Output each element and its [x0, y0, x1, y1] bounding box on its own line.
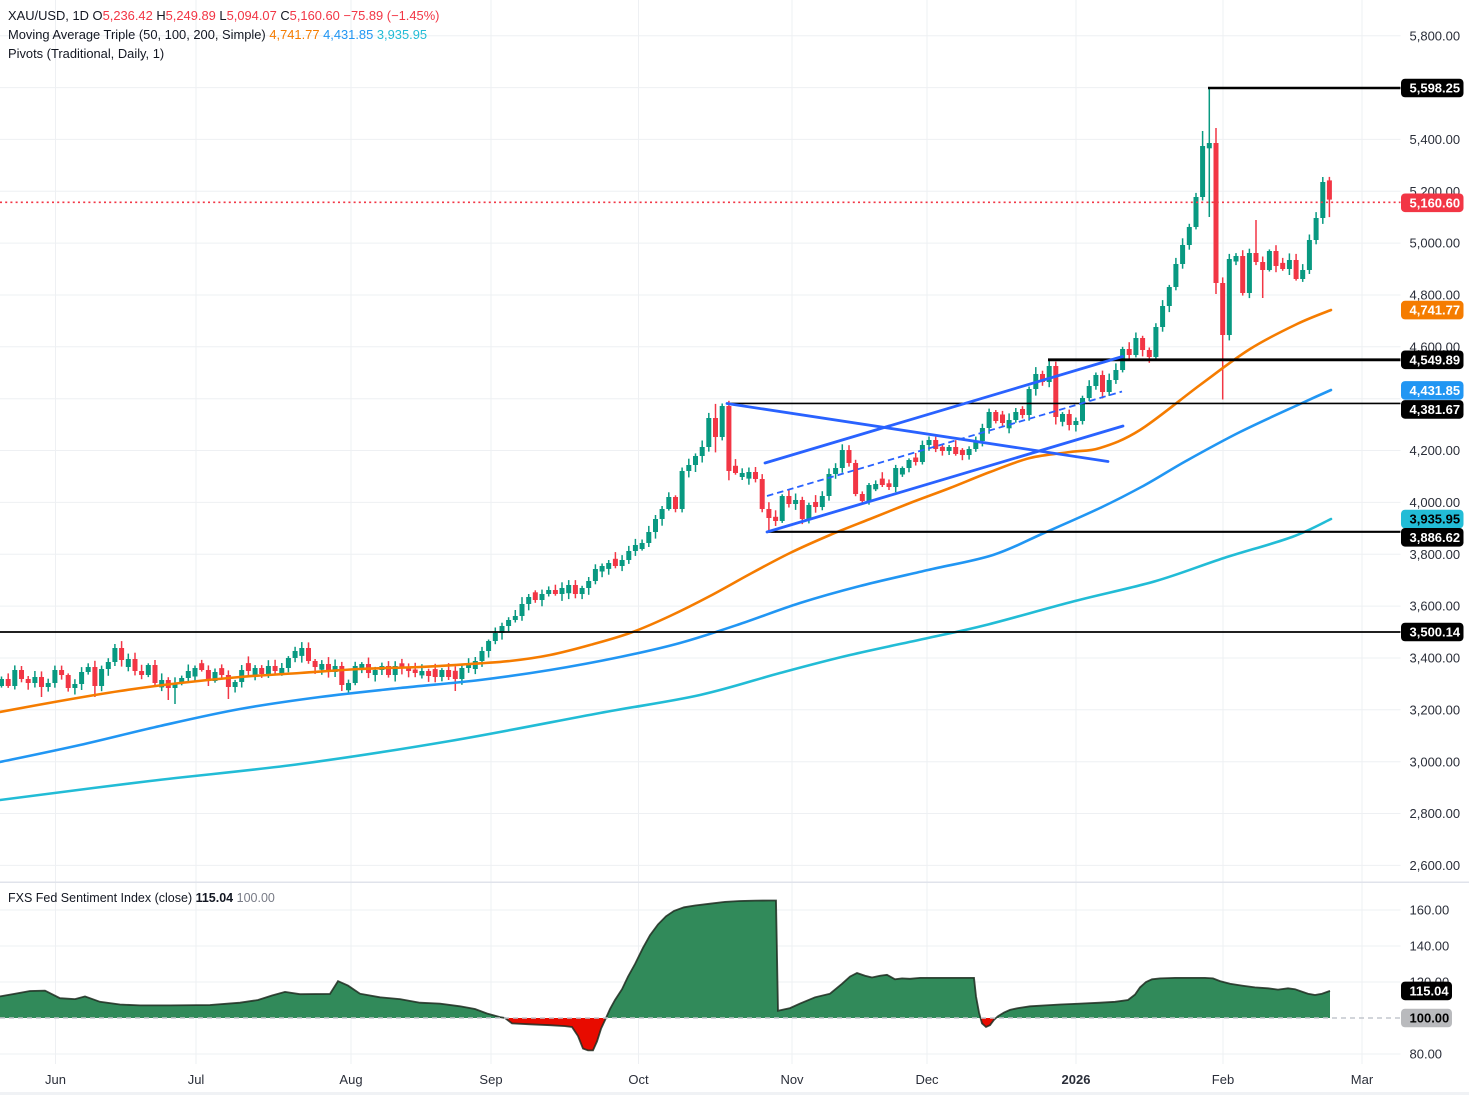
svg-text:100.00: 100.00: [1410, 1011, 1450, 1026]
svg-text:Aug: Aug: [339, 1072, 362, 1087]
svg-text:3,400.00: 3,400.00: [1410, 651, 1461, 666]
svg-text:2,800.00: 2,800.00: [1410, 806, 1461, 821]
svg-text:Oct: Oct: [628, 1072, 649, 1087]
svg-text:160.00: 160.00: [1410, 903, 1450, 918]
svg-text:3,886.62: 3,886.62: [1410, 530, 1461, 545]
svg-text:4,741.77: 4,741.77: [1410, 303, 1461, 318]
svg-text:4,549.89: 4,549.89: [1410, 352, 1461, 367]
svg-text:2,600.00: 2,600.00: [1410, 858, 1461, 873]
svg-text:3,200.00: 3,200.00: [1410, 702, 1461, 717]
svg-text:4,800.00: 4,800.00: [1410, 288, 1461, 303]
svg-text:3,500.14: 3,500.14: [1410, 625, 1461, 640]
svg-text:4,200.00: 4,200.00: [1410, 443, 1461, 458]
svg-text:2026: 2026: [1062, 1072, 1091, 1087]
svg-text:5,000.00: 5,000.00: [1410, 236, 1461, 251]
svg-text:Jun: Jun: [45, 1072, 66, 1087]
svg-text:3,935.95: 3,935.95: [1410, 512, 1461, 527]
svg-text:80.00: 80.00: [1410, 1047, 1443, 1062]
svg-text:4,000.00: 4,000.00: [1410, 495, 1461, 510]
svg-text:4,431.85: 4,431.85: [1410, 383, 1461, 398]
svg-text:3,800.00: 3,800.00: [1410, 547, 1461, 562]
svg-text:5,160.60: 5,160.60: [1410, 195, 1461, 210]
svg-text:3,000.00: 3,000.00: [1410, 754, 1461, 769]
svg-text:Moving Average Triple (50, 100: Moving Average Triple (50, 100, 200, Sim…: [8, 27, 427, 42]
svg-text:Nov: Nov: [780, 1072, 804, 1087]
svg-text:Sep: Sep: [479, 1072, 502, 1087]
svg-text:Feb: Feb: [1212, 1072, 1234, 1087]
svg-text:115.04: 115.04: [1410, 984, 1450, 999]
svg-text:Pivots (Traditional, Daily, 1): Pivots (Traditional, Daily, 1): [8, 46, 164, 61]
svg-text:Mar: Mar: [1351, 1072, 1374, 1087]
svg-text:5,800.00: 5,800.00: [1410, 28, 1461, 43]
svg-text:Jul: Jul: [188, 1072, 205, 1087]
svg-text:XAU/USD, 1D O5,236.42 H5,249.8: XAU/USD, 1D O5,236.42 H5,249.89 L5,094.0…: [8, 8, 439, 23]
svg-text:FXS Fed Sentiment Index (close: FXS Fed Sentiment Index (close) 115.04 1…: [8, 891, 275, 905]
svg-text:Dec: Dec: [915, 1072, 939, 1087]
svg-text:5,400.00: 5,400.00: [1410, 132, 1461, 147]
svg-text:4,381.67: 4,381.67: [1410, 402, 1461, 417]
svg-text:3,600.00: 3,600.00: [1410, 599, 1461, 614]
svg-text:5,598.25: 5,598.25: [1410, 81, 1461, 96]
svg-text:140.00: 140.00: [1410, 939, 1450, 954]
